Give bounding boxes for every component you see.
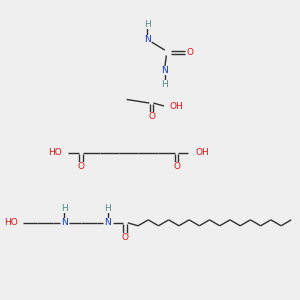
Text: H: H [144, 20, 151, 29]
Text: HO: HO [48, 148, 62, 158]
Text: OH: OH [169, 101, 183, 110]
Text: H: H [104, 204, 111, 213]
Text: N: N [61, 218, 68, 227]
Text: HO: HO [4, 218, 18, 227]
Text: O: O [173, 161, 180, 170]
Text: H: H [61, 204, 68, 213]
Text: O: O [148, 112, 155, 121]
Text: N: N [144, 34, 151, 43]
Text: OH: OH [196, 148, 209, 158]
Text: H: H [161, 80, 168, 89]
Text: O: O [78, 161, 85, 170]
Text: N: N [161, 66, 168, 75]
Text: O: O [186, 48, 194, 57]
Text: O: O [122, 232, 128, 242]
Text: N: N [104, 218, 111, 227]
